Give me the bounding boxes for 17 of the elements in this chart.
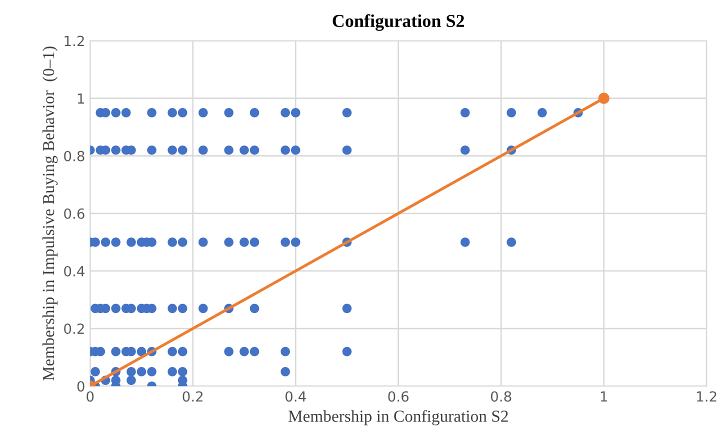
x-tick-label: 1.2 bbox=[697, 391, 716, 402]
y-axis-title: Membership in Impulsive Buying Behavior (0–1) bbox=[42, 46, 58, 381]
y-tick-label: 0.6 bbox=[64, 208, 84, 219]
y-tick-label: 0.4 bbox=[64, 266, 84, 276]
y-tick-label: 0 bbox=[77, 381, 84, 392]
y-tick-label: 1.2 bbox=[64, 36, 84, 46]
y-tick-label: 0.8 bbox=[64, 150, 84, 162]
chart-title: Configuration S2 bbox=[332, 14, 464, 31]
x-tick-label: 0.4 bbox=[285, 391, 306, 402]
y-tick-label: 0.2 bbox=[64, 324, 84, 334]
x-tick-label: 0.2 bbox=[182, 391, 203, 402]
y-tick-label: 1 bbox=[78, 93, 84, 104]
x-tick-label: 0.8 bbox=[490, 391, 512, 402]
x-tick-label: 0.6 bbox=[388, 391, 409, 402]
x-tick-label: 1 bbox=[600, 391, 607, 402]
x-tick-label: 0 bbox=[86, 391, 94, 402]
x-axis-title: Membership in Configuration S2 bbox=[288, 410, 508, 426]
